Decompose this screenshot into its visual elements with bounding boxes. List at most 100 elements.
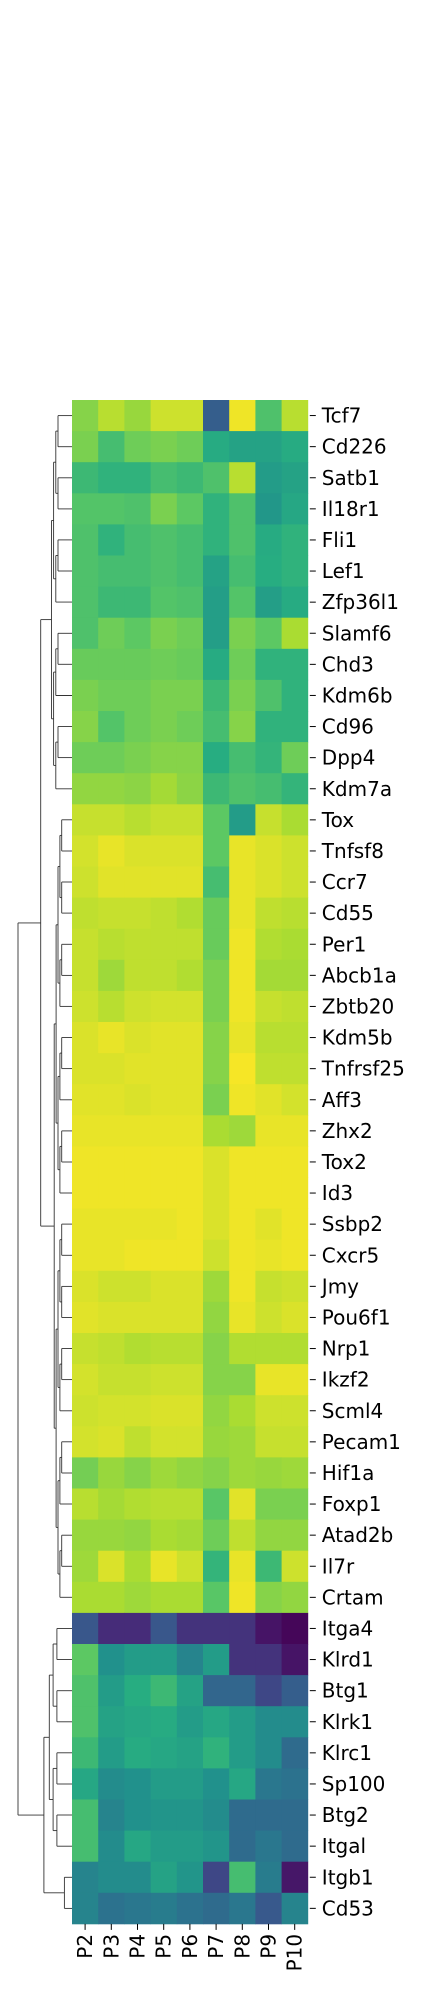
column-labels: P2 P3 P4 P5 P6 P7 P8 P9 P10 [73,1923,307,1971]
heatmap-cell [203,1644,230,1676]
heatmap-cell [203,1053,230,1085]
heatmap-cell [98,1612,125,1645]
heatmap-cell [203,804,230,836]
heatmap-cell [150,1892,178,1925]
heatmap-cell [255,928,282,961]
heatmap-cell [281,1644,309,1676]
row-label: Aff3 [322,1088,362,1112]
heatmap-cell [229,1612,256,1645]
heatmap-cell [124,1301,151,1334]
heatmap-cell [176,1208,204,1241]
row-label: Cd96 [322,715,374,739]
row-label: Zfp36l1 [322,590,399,614]
heatmap-cell [98,1830,125,1863]
heatmap-cell [124,1768,151,1800]
heatmap-cell [98,1084,125,1116]
heatmap-cell [229,897,256,930]
heatmap-cell [98,1519,125,1552]
heatmap-cell [150,1053,178,1085]
heatmap-cell [98,866,125,898]
heatmap-cell [255,1581,282,1614]
heatmap-cell [124,928,151,961]
heatmap-cell [281,1270,309,1303]
heatmap-cell [281,1892,309,1925]
heatmap-cell [124,431,151,463]
heatmap-cell [98,1644,125,1676]
heatmap-cell [150,1861,178,1894]
heatmap-cell [98,1333,125,1365]
heatmap-cell [281,804,309,836]
heatmap-cell [124,1146,151,1178]
heatmap-cell [281,1301,309,1334]
heatmap-cell [124,1053,151,1085]
heatmap-cell [281,679,309,712]
heatmap-cell [176,1053,204,1085]
heatmap-cell [150,431,178,463]
heatmap-cell [124,1861,151,1894]
heatmap-cell [281,1364,309,1396]
heatmap-cell [72,1861,99,1894]
heatmap-cell [176,1115,204,1147]
heatmap-cell [176,555,204,587]
heatmap-cell [176,1768,204,1800]
heatmap-cell [255,1644,282,1676]
heatmap-cell [72,928,99,961]
heatmap-cell [98,835,125,867]
column-label: P5 [152,1934,176,1959]
heatmap-cell [281,524,309,556]
row-label: Ssbp2 [322,1212,383,1236]
heatmap-cell [255,1022,282,1054]
heatmap-cell [150,1364,178,1396]
heatmap-cell [176,493,204,525]
heatmap-cell [72,1426,99,1458]
heatmap-cell [124,1581,151,1614]
heatmap-cell [150,1737,178,1769]
heatmap-cell [281,866,309,898]
heatmap-cell [72,462,99,494]
row-label: Crtam [322,1585,384,1609]
heatmap-cell [124,1084,151,1116]
heatmap-cell [281,1115,309,1147]
heatmap-cell [72,866,99,898]
heatmap-cell [229,1737,256,1769]
heatmap-cell [176,990,204,1023]
heatmap-cell [98,617,125,650]
heatmap-cell [98,1581,125,1614]
heatmap-cell [281,835,309,867]
heatmap-cell [124,897,151,930]
heatmap-cell [203,1208,230,1241]
heatmap-cell [150,1488,178,1520]
heatmap-cell [150,462,178,494]
heatmap-cell [255,493,282,525]
row-label: Tox2 [321,1150,367,1174]
heatmap-cell [150,835,178,867]
heatmap-cell [229,679,256,712]
heatmap-cell [176,524,204,556]
heatmap-cells [72,400,309,1925]
heatmap-cell [150,711,178,743]
heatmap-cell [72,1177,99,1209]
heatmap-cell [72,1581,99,1614]
heatmap-cell [72,1333,99,1365]
heatmap-cell [72,431,99,463]
heatmap-cell [255,990,282,1023]
heatmap-cell [98,1706,125,1738]
heatmap-cell [176,1426,204,1458]
heatmap-cell [229,1830,256,1863]
heatmap-cell [229,555,256,587]
heatmap-cell [98,1301,125,1334]
heatmap-cell [229,1022,256,1054]
heatmap-cell [203,1022,230,1054]
heatmap-cell [72,1737,99,1769]
heatmap-cell [150,555,178,587]
heatmap-cell [229,990,256,1023]
row-label: Jmy [320,1274,359,1298]
heatmap-cell [150,1581,178,1614]
heatmap-cell [124,400,151,432]
heatmap-cell [203,1519,230,1552]
row-label: Klrd1 [322,1648,374,1672]
heatmap-cell [176,1519,204,1552]
heatmap-cell [98,524,125,556]
heatmap-cell [203,1768,230,1800]
heatmap-cell [203,555,230,587]
